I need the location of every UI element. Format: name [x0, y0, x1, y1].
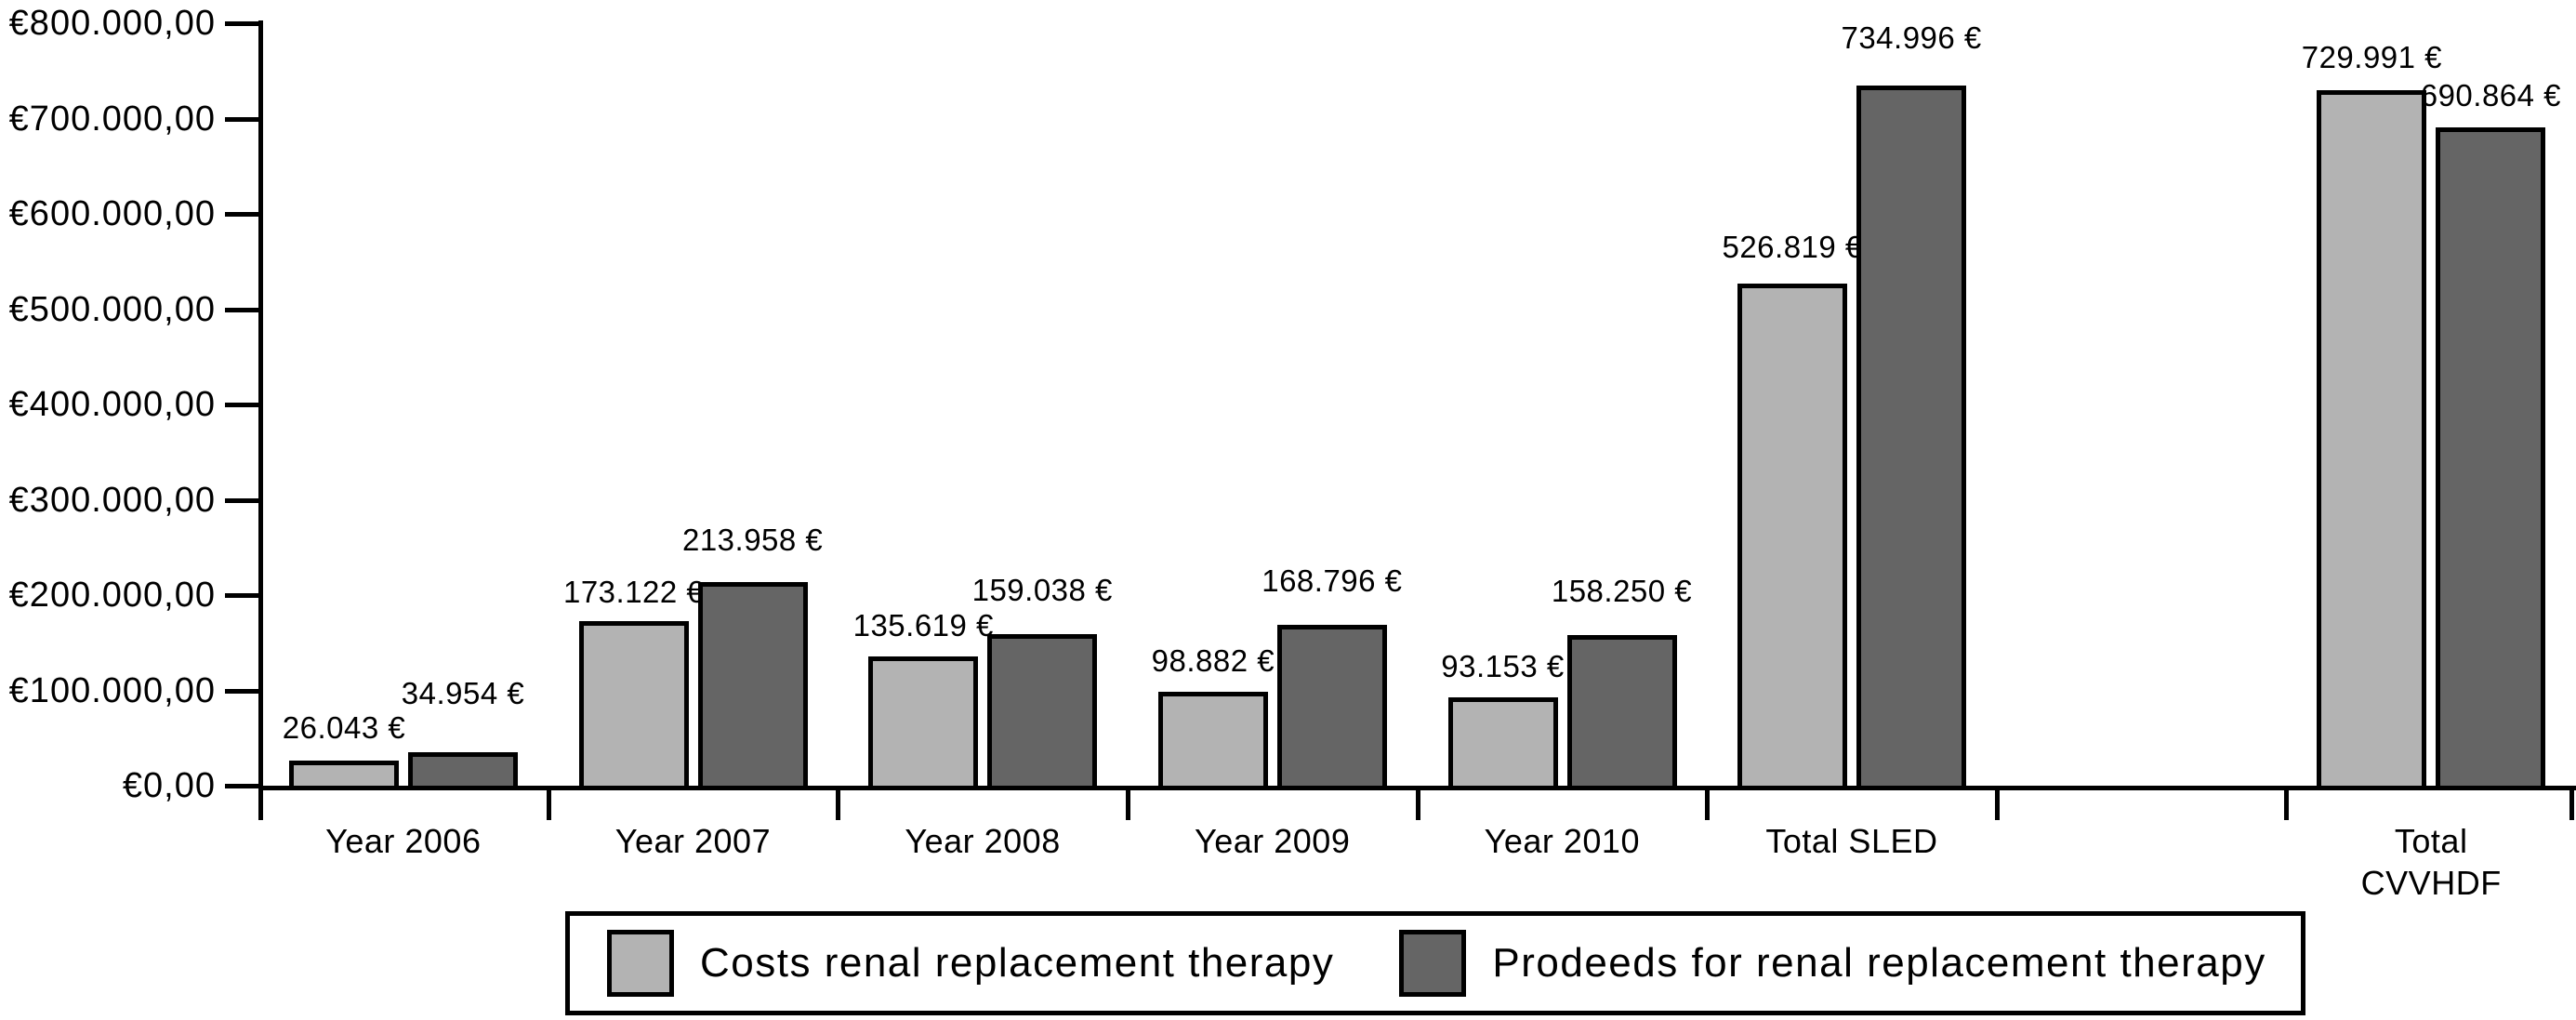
x-tick [1705, 786, 1711, 820]
legend: Costs renal replacement therapy Prodeeds… [565, 911, 2305, 1015]
y-axis-tick-label: €800.000,00 [8, 4, 216, 43]
legend-swatch-proceeds [1399, 930, 1467, 997]
x-tick [1125, 786, 1130, 820]
bar-costs-year-2009 [1157, 691, 1268, 790]
y-axis-tick-label: €100.000,00 [8, 670, 216, 710]
category-label-year-2008: Year 2008 [905, 822, 1061, 860]
legend-label-costs: Costs renal replacement therapy [700, 940, 1335, 986]
legend-swatch-costs [607, 930, 674, 997]
x-tick [1994, 786, 2000, 820]
value-label: 159.038 € [971, 572, 1113, 607]
y-tick [225, 307, 258, 312]
value-label: 26.043 € [282, 710, 406, 746]
bar-costs-year-2008 [868, 656, 979, 790]
y-axis-tick-label: €600.000,00 [8, 194, 216, 233]
value-label: 93.153 € [1441, 648, 1565, 683]
value-label: 690.864 € [2420, 77, 2562, 113]
y-axis-tick-label: €0,00 [122, 766, 216, 805]
category-label-year-2006: Year 2006 [325, 822, 482, 860]
value-label: 158.250 € [1551, 573, 1693, 608]
bar-prodeeds-year-2007 [697, 581, 808, 790]
bar-prodeeds-year-2006 [408, 752, 518, 790]
y-axis-tick-label: €700.000,00 [8, 99, 216, 139]
y-axis-tick-label: €200.000,00 [8, 576, 216, 615]
value-label: 98.882 € [1151, 642, 1275, 678]
category-label-year-2007: Year 2007 [614, 822, 772, 860]
x-tick [1415, 786, 1420, 820]
bar-costs-year-2006 [289, 761, 399, 790]
value-label: 734.996 € [1841, 20, 1982, 55]
bar-costs-total-sled [1737, 284, 1848, 790]
value-label: 135.619 € [852, 607, 994, 642]
x-tick [836, 786, 841, 820]
y-tick [225, 784, 258, 788]
value-label: 168.796 € [1262, 563, 1403, 598]
bar-prodeeds-year-2009 [1276, 624, 1387, 790]
x-tick [2569, 786, 2574, 820]
bar-prodeeds-total-cvvhdf [2436, 126, 2546, 790]
y-tick [225, 116, 258, 122]
bar-prodeeds-total-sled [1856, 85, 1967, 790]
y-axis-tick-label: €500.000,00 [8, 289, 216, 329]
y-axis [258, 20, 263, 820]
value-label: 729.991 € [2301, 39, 2443, 74]
bar-costs-year-2007 [578, 620, 689, 790]
category-label-total-cvvhdf: Total CVVHDF [2360, 822, 2502, 902]
x-tick [2284, 786, 2290, 820]
value-label: 213.958 € [681, 522, 824, 557]
value-label: 173.122 € [562, 574, 705, 609]
category-label-year-2009: Year 2009 [1195, 822, 1351, 860]
y-tick [225, 21, 258, 26]
y-axis-tick-label: €400.000,00 [8, 385, 216, 424]
value-label: 526.819 € [1722, 230, 1863, 264]
y-tick [225, 593, 258, 598]
y-tick [225, 688, 258, 694]
y-axis-tick-label: €300.000,00 [8, 480, 216, 520]
legend-label-proceeds: Prodeeds for renal replacement therapy [1492, 940, 2266, 986]
bar-costs-total-cvvhdf [2317, 89, 2427, 790]
x-tick [546, 786, 551, 820]
y-tick [225, 497, 258, 503]
y-tick [225, 403, 258, 407]
bar-prodeeds-year-2010 [1566, 634, 1677, 790]
y-tick [225, 212, 258, 217]
bar-prodeeds-year-2008 [987, 633, 1098, 790]
bar-costs-year-2010 [1447, 696, 1558, 790]
value-label: 34.954 € [401, 676, 525, 711]
category-label-year-2010: Year 2010 [1484, 822, 1640, 860]
category-label-total-sled: Total SLED [1765, 822, 1938, 860]
